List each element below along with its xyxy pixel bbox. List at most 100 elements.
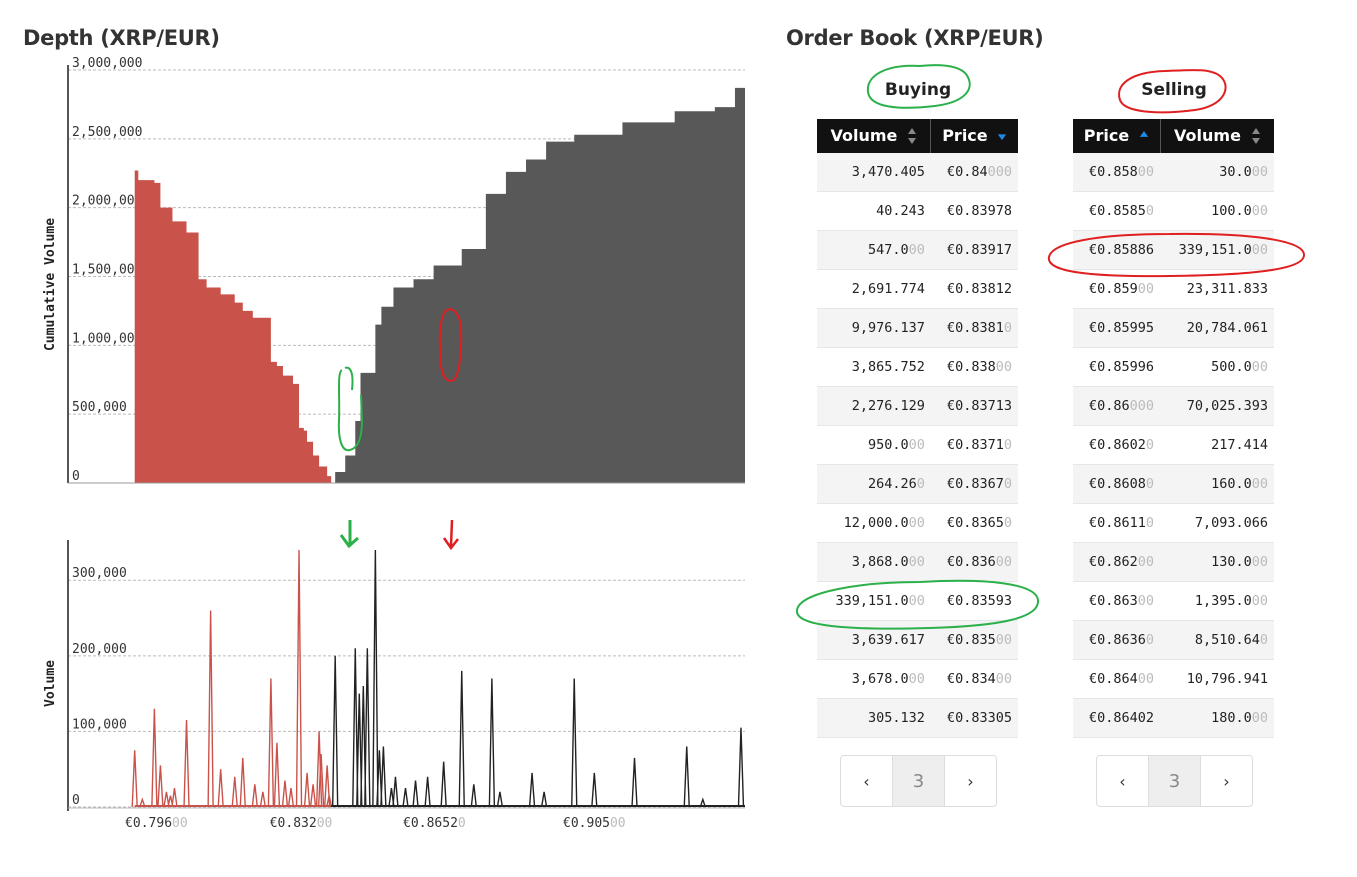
price-cell: €0.86402 xyxy=(1073,698,1161,738)
x-tick-dim: 0 xyxy=(458,816,466,830)
buying-pagination: ‹ 3 › xyxy=(840,755,997,807)
bid-volume-spike xyxy=(295,549,303,808)
price-cell: €0.85886 xyxy=(1073,230,1161,270)
buy-price-header[interactable]: Price xyxy=(930,119,1018,153)
order-row[interactable]: 305.132 €0.83305 xyxy=(817,698,1018,738)
order-row[interactable]: 9,976.137 €0.83810 xyxy=(817,308,1018,348)
prev-page-button[interactable]: ‹ xyxy=(1097,756,1149,806)
current-page: 3 xyxy=(1149,756,1201,806)
x-tick-dim: 00 xyxy=(317,816,333,830)
order-row[interactable]: €0.86300 1,395.000 xyxy=(1073,581,1274,621)
volume-cell: 23,311.833 xyxy=(1160,269,1274,309)
order-row[interactable]: €0.85886 339,151.000 xyxy=(1073,230,1274,270)
ask-volume-spike xyxy=(372,549,379,808)
order-row[interactable]: €0.85900 23,311.833 xyxy=(1073,269,1274,309)
bid-volume-spike xyxy=(207,610,214,808)
order-row[interactable]: €0.86200 130.000 xyxy=(1073,542,1274,582)
bid-volume-spike xyxy=(183,720,190,808)
price-cell: €0.85800 xyxy=(1073,153,1161,192)
next-page-button[interactable]: › xyxy=(967,771,974,791)
price-cell: €0.83812 xyxy=(930,269,1018,309)
bid-volume-spike xyxy=(267,678,275,808)
order-row[interactable]: 3,865.752 €0.83800 xyxy=(817,347,1018,387)
price-cell: €0.83650 xyxy=(930,503,1018,543)
sort-icon xyxy=(907,128,916,145)
bid-volume-spike xyxy=(287,788,295,808)
order-row[interactable]: €0.86400 10,796.941 xyxy=(1073,659,1274,699)
order-row[interactable]: 3,868.000 €0.83600 xyxy=(817,542,1018,582)
order-row[interactable]: €0.86000 70,025.393 xyxy=(1073,386,1274,426)
selling-label: Selling xyxy=(1141,80,1207,100)
price-cell: €0.83810 xyxy=(930,308,1018,348)
price-cell: €0.84000 xyxy=(930,153,1018,192)
order-row[interactable]: 3,470.405 €0.84000 xyxy=(817,153,1018,192)
ask-volume-spike xyxy=(540,791,548,808)
order-row[interactable]: €0.85996 500.000 xyxy=(1073,347,1274,387)
order-row[interactable]: €0.86110 7,093.066 xyxy=(1073,503,1274,543)
bid-volume-spike xyxy=(151,708,158,808)
order-row[interactable]: 12,000.000 €0.83650 xyxy=(817,503,1018,543)
order-row[interactable]: 3,678.000 €0.83400 xyxy=(817,659,1018,699)
depth-title: Depth (XRP/EUR) xyxy=(23,26,220,50)
x-tick-label: €0.79600 xyxy=(125,816,188,830)
price-cell: €0.83917 xyxy=(930,230,1018,270)
sell-volume-header[interactable]: Volume xyxy=(1160,119,1274,153)
y-axis-label: Volume xyxy=(43,660,58,707)
ask-volume-spike xyxy=(737,727,745,808)
prev-page-button[interactable]: ‹ xyxy=(841,756,893,806)
y-tick-label: 1,000,000 xyxy=(72,331,142,346)
order-book-title: Order Book (XRP/EUR) xyxy=(786,26,1044,50)
x-tick-dim: 00 xyxy=(610,816,626,830)
ask-volume-spike xyxy=(699,797,706,808)
ask-volume-spike xyxy=(424,776,431,808)
y-tick-label: 500,000 xyxy=(72,400,127,415)
order-row[interactable]: €0.85995 20,784.061 xyxy=(1073,308,1274,348)
order-row[interactable]: €0.86402 180.000 xyxy=(1073,698,1274,738)
order-row[interactable]: 2,276.129 €0.83713 xyxy=(817,386,1018,426)
price-cell: €0.86110 xyxy=(1073,503,1161,543)
ask-volume-spike xyxy=(631,757,638,808)
volume-cell: 100.000 xyxy=(1160,191,1274,231)
price-cell: €0.83593 xyxy=(930,581,1018,621)
price-cell: €0.86020 xyxy=(1073,425,1161,465)
volume-cell: 3,470.405 xyxy=(817,153,931,192)
buy-volume-header[interactable]: Volume xyxy=(817,119,932,153)
buy-price-header-label: Price xyxy=(942,125,988,145)
order-row[interactable]: €0.85800 30.000 xyxy=(1073,153,1274,192)
order-row[interactable]: €0.85850 100.000 xyxy=(1073,191,1274,231)
volume-cell: 950.000 xyxy=(817,425,931,465)
bid-volume-spike xyxy=(323,765,331,808)
order-row[interactable]: €0.86020 217.414 xyxy=(1073,425,1274,465)
order-row[interactable]: 950.000 €0.83710 xyxy=(817,425,1018,465)
volume-cell: 160.000 xyxy=(1160,464,1274,504)
ask-volume-spike xyxy=(392,776,399,808)
volume-cell: 547.000 xyxy=(817,230,931,270)
sort-asc-icon xyxy=(1139,131,1148,138)
x-tick-label: €0.90500 xyxy=(563,816,626,830)
volume-cell: 1,395.000 xyxy=(1160,581,1274,621)
volume-cell: 20,784.061 xyxy=(1160,308,1274,348)
volume-cell: 30.000 xyxy=(1160,153,1274,192)
buy-volume-header-label: Volume xyxy=(830,125,898,145)
volume-cell: 339,151.000 xyxy=(1160,230,1274,270)
order-row[interactable]: 339,151.000 €0.83593 xyxy=(817,581,1018,621)
price-cell: €0.83600 xyxy=(930,542,1018,582)
volume-cell: 3,678.000 xyxy=(817,659,931,699)
sell-price-header[interactable]: Price xyxy=(1073,119,1161,153)
volume-cell: 339,151.000 xyxy=(817,581,931,621)
order-row[interactable]: 40.243 €0.83978 xyxy=(817,191,1018,231)
volume-cell: 217.414 xyxy=(1160,425,1274,465)
price-cell: €0.83400 xyxy=(930,659,1018,699)
price-cell: €0.83500 xyxy=(930,620,1018,660)
volume-cell: 40.243 xyxy=(817,191,931,231)
next-page-button[interactable]: › xyxy=(1223,771,1230,791)
order-row[interactable]: 3,639.617 €0.83500 xyxy=(817,620,1018,660)
order-row[interactable]: €0.86360 8,510.640 xyxy=(1073,620,1274,660)
order-row[interactable]: €0.86080 160.000 xyxy=(1073,464,1274,504)
price-cell: €0.85996 xyxy=(1073,347,1161,387)
order-row[interactable]: 547.000 €0.83917 xyxy=(817,230,1018,270)
order-row[interactable]: 264.260 €0.83670 xyxy=(817,464,1018,504)
bid-volume-spike xyxy=(251,784,259,808)
order-row[interactable]: 2,691.774 €0.83812 xyxy=(817,269,1018,309)
